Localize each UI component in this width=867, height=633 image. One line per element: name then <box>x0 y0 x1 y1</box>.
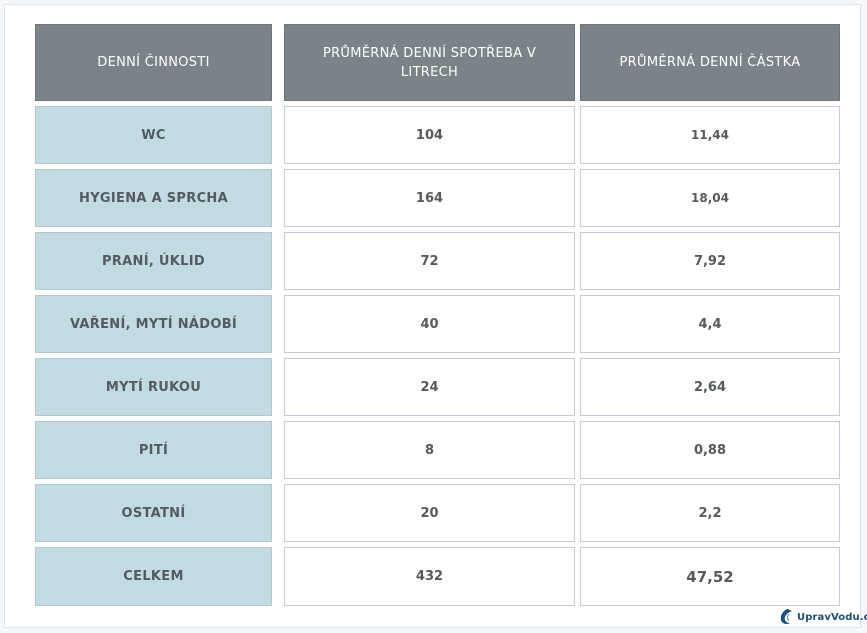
table-row-label: WC <box>35 106 272 164</box>
header-activities: DENNÍ ČINNOSTI <box>35 24 272 101</box>
table-row-label-total: CELKEM <box>35 547 272 606</box>
table-row-label: MYTÍ RUKOU <box>35 358 272 416</box>
table-row-label: PITÍ <box>35 421 272 479</box>
table-cell-amount: 0,88 <box>580 421 840 479</box>
table-cell-amount: 11,44 <box>580 106 840 164</box>
table-cell-liters: 8 <box>284 421 575 479</box>
header-daily-liters: PRŮMĚRNÁ DENNÍ SPOTŘEBA V LITRECH <box>284 24 575 101</box>
table-cell-liters: 104 <box>284 106 575 164</box>
table-cell-liters: 164 <box>284 169 575 227</box>
table-row-label: OSTATNÍ <box>35 484 272 542</box>
table-cell-amount: 7,92 <box>580 232 840 290</box>
water-drop-icon <box>778 608 794 626</box>
table-cell-amount-total: 47,52 <box>580 547 840 606</box>
table-cell-amount: 2,2 <box>580 484 840 542</box>
table-cell-liters-total: 432 <box>284 547 575 606</box>
table-cell-amount: 18,04 <box>580 169 840 227</box>
table-row-label: HYGIENA A SPRCHA <box>35 169 272 227</box>
table-cell-liters: 20 <box>284 484 575 542</box>
table-cell-amount: 2,64 <box>580 358 840 416</box>
header-daily-amount: PRŮMĚRNÁ DENNÍ ČÁSTKA <box>580 24 840 101</box>
table-cell-liters: 24 <box>284 358 575 416</box>
brand-logo: UpravVodu.cz <box>778 606 867 628</box>
table-cell-amount: 4,4 <box>580 295 840 353</box>
table-row-label: VAŘENÍ, MYTÍ NÁDOBÍ <box>35 295 272 353</box>
brand-logo-text: UpravVodu.cz <box>797 611 867 623</box>
table-cell-liters: 40 <box>284 295 575 353</box>
table-row-label: PRANÍ, ÚKLID <box>35 232 272 290</box>
table-cell-liters: 72 <box>284 232 575 290</box>
